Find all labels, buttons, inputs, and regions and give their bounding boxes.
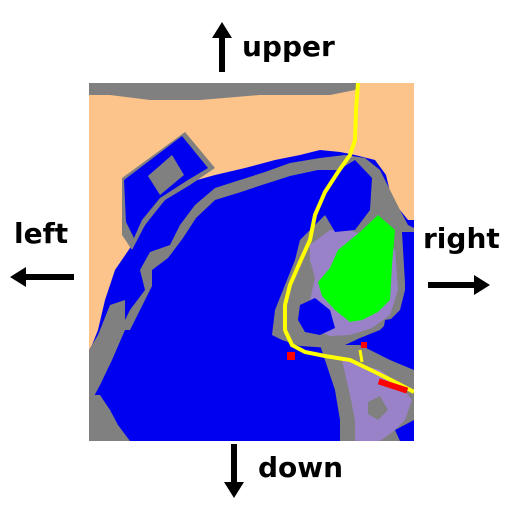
direction-label-upper: upper [242,30,335,63]
map-marker[interactable] [377,378,409,394]
pond-island [148,155,184,195]
direction-label-right: right [423,222,500,255]
water-inlet [325,160,372,232]
map-view[interactable] [89,83,414,441]
arrow-up-icon [212,22,232,72]
shore-band [89,395,130,441]
park-area [318,215,395,322]
arrow-down-icon [224,444,244,498]
water-edge [402,232,414,300]
water-edge [380,315,414,365]
map-marker[interactable] [287,352,295,360]
direction-label-left: left [14,217,69,250]
arrow-right-icon [428,275,490,295]
water-edge [395,420,414,441]
shore-band [120,155,414,330]
direction-label-down: down [258,451,344,484]
district-spot [368,396,388,420]
road [283,83,414,394]
road [358,349,364,363]
arrow-left-icon [10,267,74,287]
map-marker[interactable] [361,342,367,348]
water-inlet [298,298,335,335]
shore-band [89,83,360,100]
shore-band [89,300,125,400]
